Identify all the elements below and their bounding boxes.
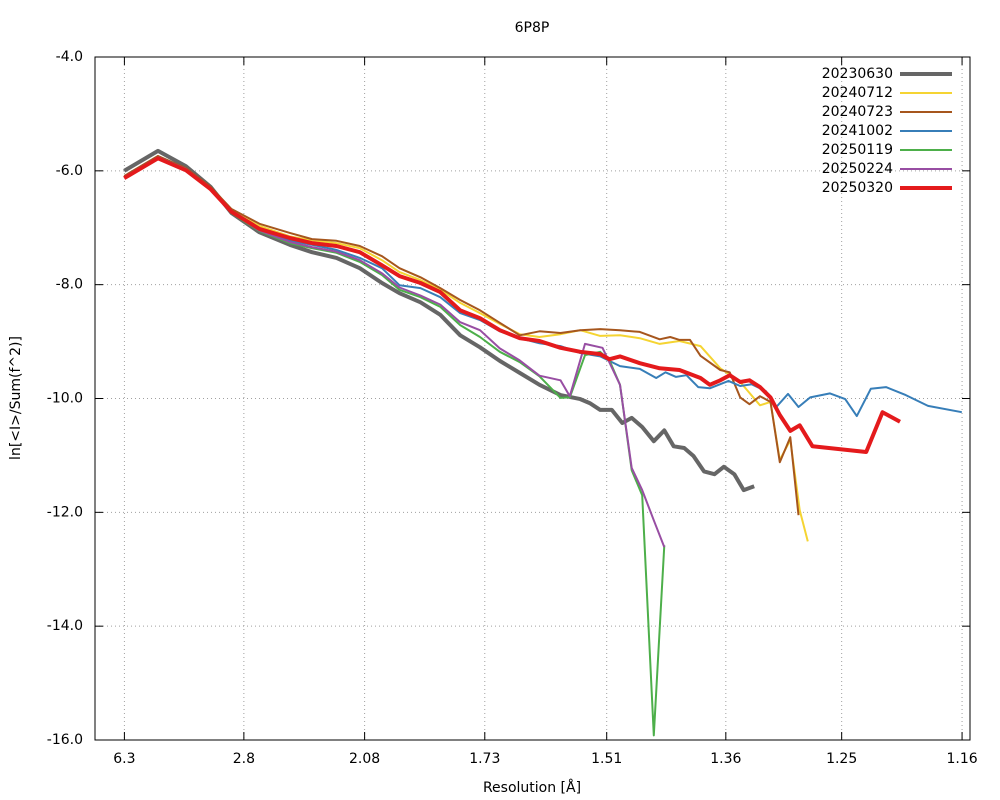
y-tick-label: -8.0 xyxy=(56,277,83,293)
series-line xyxy=(123,156,666,737)
x-tick-label: 1.73 xyxy=(469,751,500,767)
x-tick-label: 1.16 xyxy=(946,751,977,767)
plot-frame xyxy=(94,56,971,741)
y-tick-label: -6.0 xyxy=(56,163,83,179)
y-tick-label: -14.0 xyxy=(47,618,83,634)
legend-label: 20250119 xyxy=(822,142,893,158)
x-tick-label: 1.36 xyxy=(710,751,741,767)
legend-label: 20240723 xyxy=(822,104,893,120)
legend-label: 20250320 xyxy=(822,180,893,196)
chart-title: 6P8P xyxy=(515,20,550,36)
legend-label: 20241002 xyxy=(822,123,893,139)
y-tick-label: -4.0 xyxy=(56,49,83,65)
y-tick-label: -16.0 xyxy=(47,732,83,748)
x-tick-label: 6.3 xyxy=(113,751,135,767)
series-line xyxy=(123,155,800,516)
series-line xyxy=(123,156,962,418)
grid xyxy=(95,56,970,741)
series-line xyxy=(123,155,809,542)
x-tick-label: 1.25 xyxy=(826,751,857,767)
plot-lines xyxy=(123,148,962,737)
x-tick-label: 2.8 xyxy=(233,751,255,767)
x-tick-label: 2.08 xyxy=(349,751,380,767)
legend-label: 20240712 xyxy=(822,85,893,101)
y-tick-label: -12.0 xyxy=(47,504,83,520)
legend-label: 20250224 xyxy=(822,161,893,177)
y-tick-label: -10.0 xyxy=(47,391,83,407)
series-line xyxy=(123,148,755,493)
series-line xyxy=(123,156,901,454)
x-axis-label: Resolution [Å] xyxy=(483,779,581,796)
x-tick-label: 1.51 xyxy=(591,751,622,767)
y-axis-label: ln[<I>/Sum(f^2)] xyxy=(8,336,24,460)
legend-label: 20230630 xyxy=(822,66,893,82)
legend: 20230630 20240712 20240723 20241002 20250119… xyxy=(822,66,952,196)
